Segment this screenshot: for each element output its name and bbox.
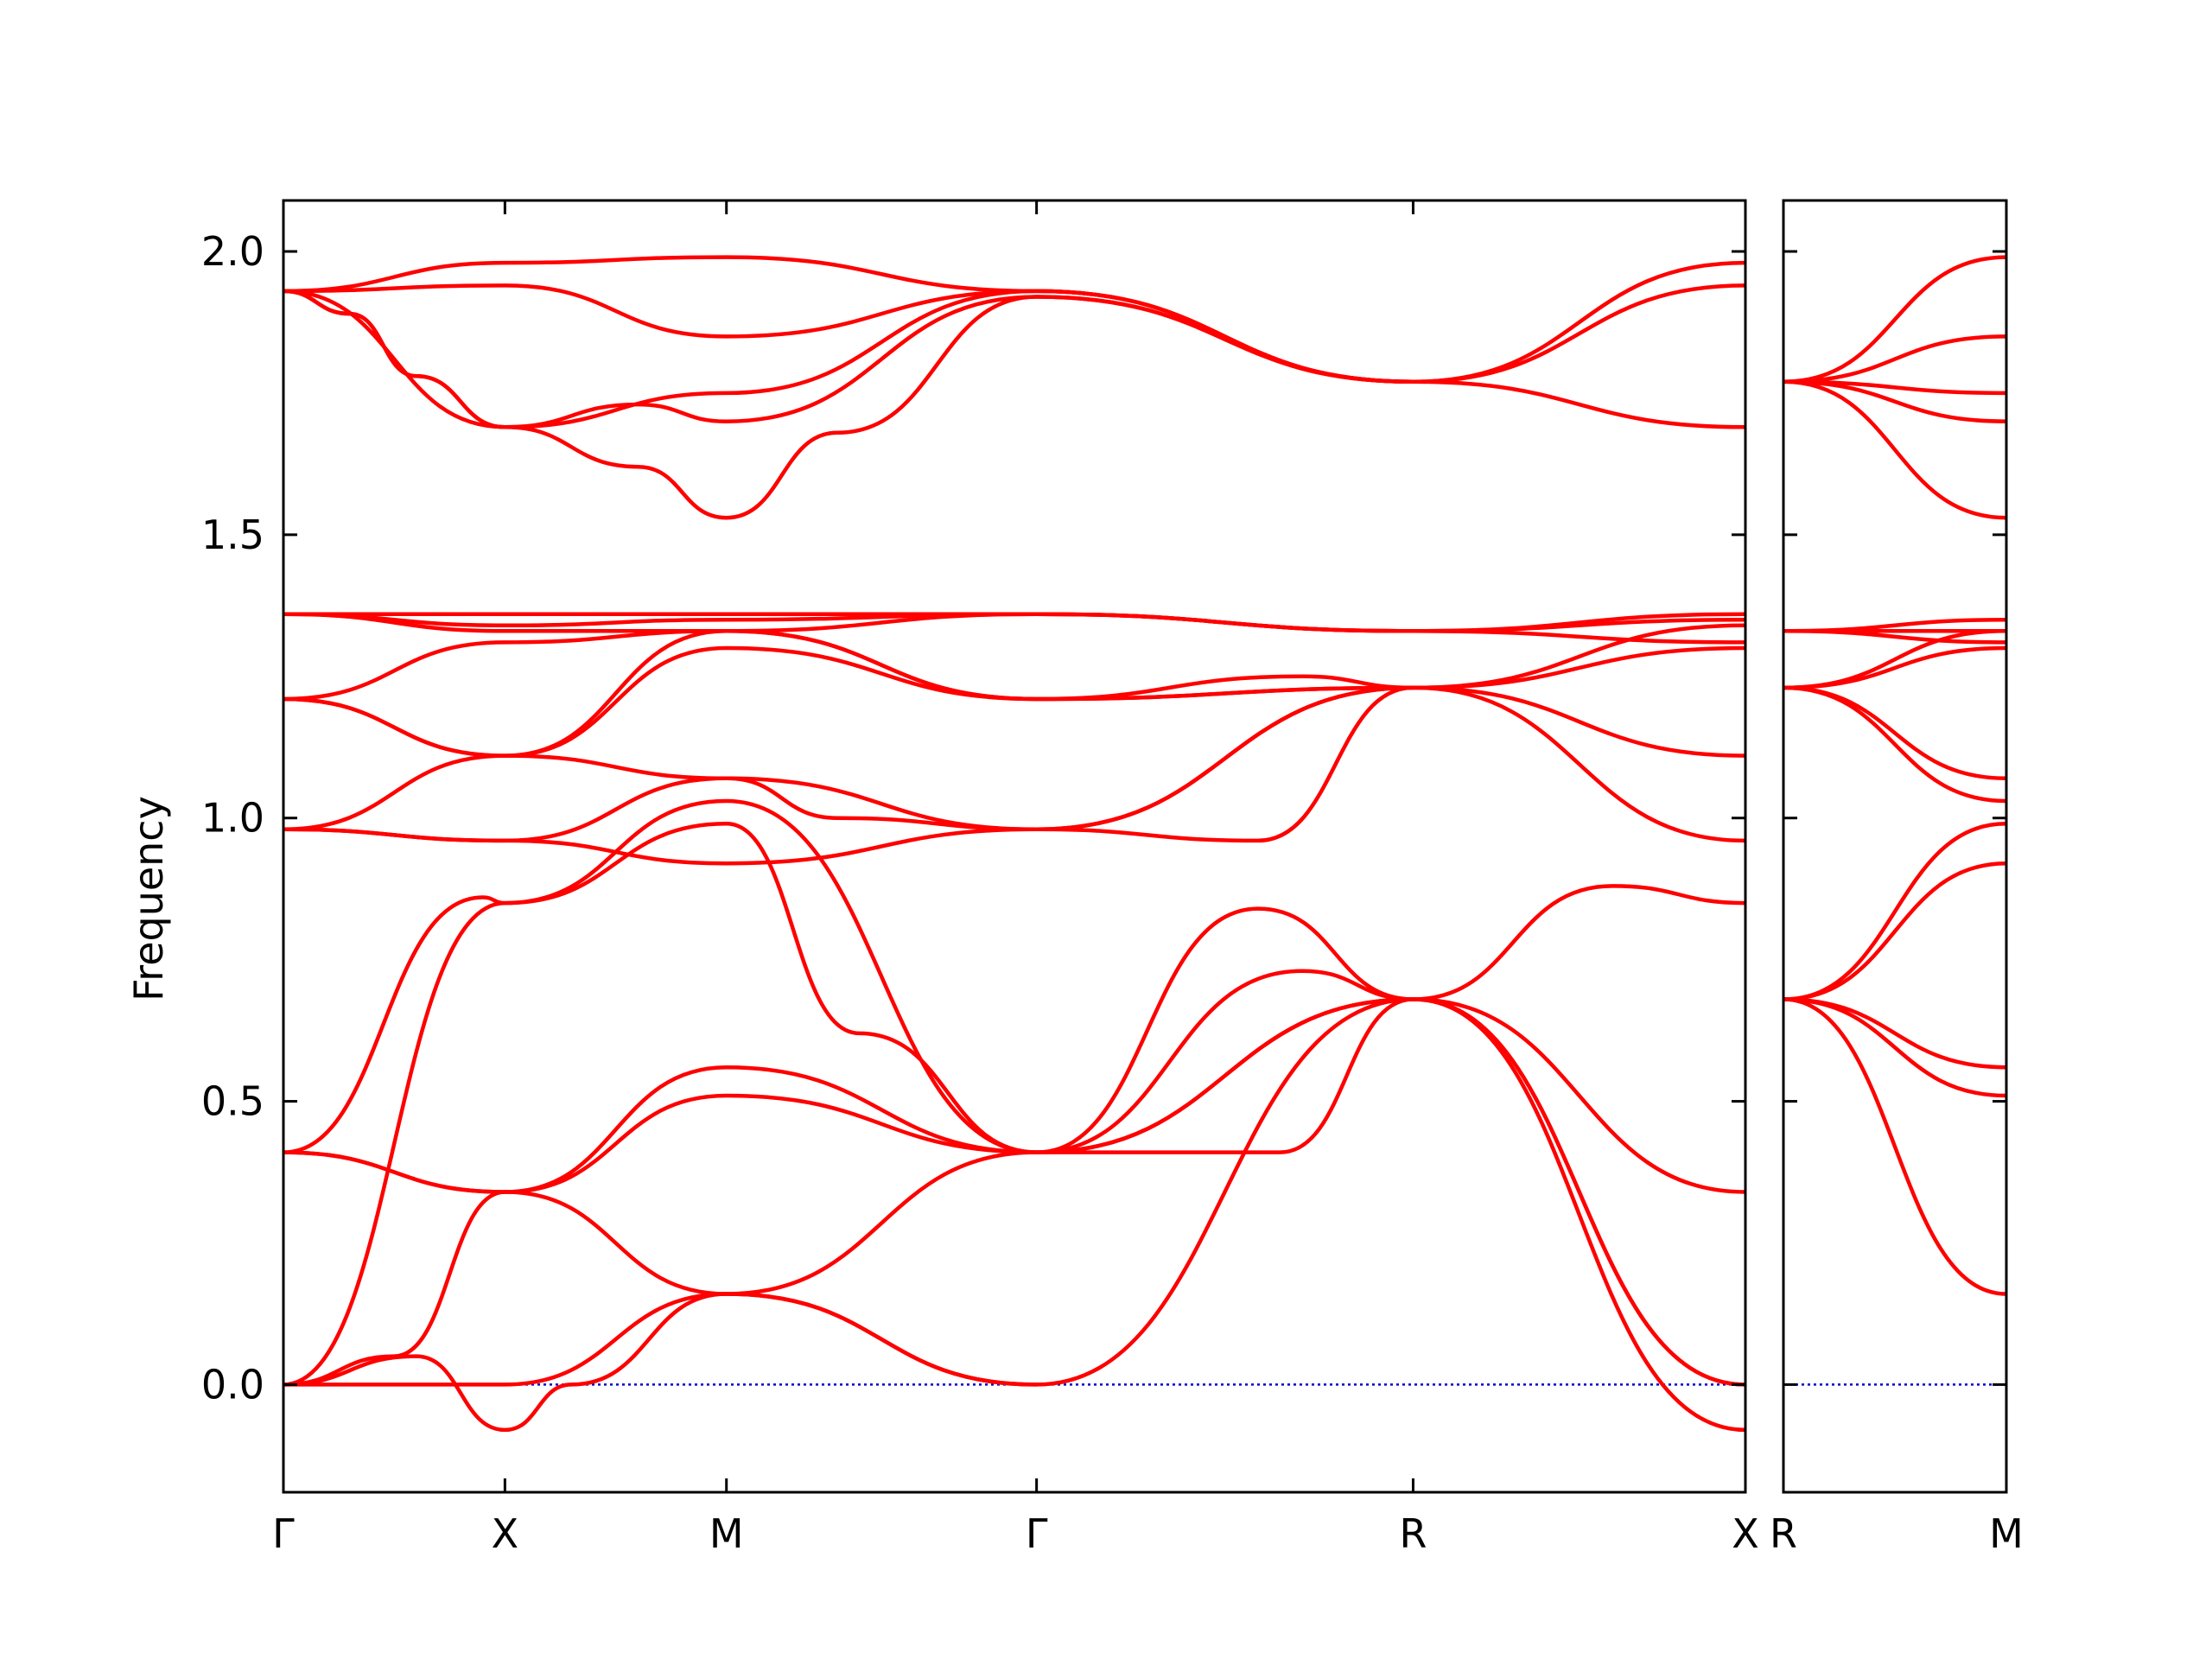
x-tick-label: R	[1770, 1510, 1797, 1557]
y-tick-label: 0.0	[201, 1361, 264, 1408]
band-line-0-4	[283, 289, 1415, 520]
band-line-1-8	[1783, 629, 2006, 690]
band-line-0-8	[283, 623, 1745, 702]
band-line-0-1	[283, 283, 1745, 385]
band-line-0-10	[283, 645, 1745, 843]
band-line-1-4	[1783, 379, 2006, 520]
band-line-0-9	[283, 629, 1745, 758]
band-line-1-0	[1783, 255, 2006, 385]
band-line-0-2	[283, 289, 1745, 429]
y-axis-label: Frequency	[125, 796, 172, 1001]
band-line-0-20	[283, 997, 1415, 1387]
band-line-0-13	[283, 685, 1415, 866]
band-line-0-7	[283, 612, 1745, 645]
band-line-0-18	[283, 997, 1745, 1433]
band-line-1-16	[1783, 997, 2006, 1296]
y-tick-label: 0.5	[201, 1078, 264, 1125]
band-line-0-14	[283, 822, 1745, 1154]
x-tick-label: X	[492, 1510, 519, 1557]
x-tick-label: R	[1399, 1510, 1427, 1557]
band-line-1-9	[1783, 645, 2006, 690]
band-line-1-15	[1783, 997, 2006, 1098]
band-line-1-3	[1783, 379, 2006, 423]
x-tick-label: M	[1989, 1510, 2024, 1557]
x-tick-label: X	[1732, 1510, 1759, 1557]
x-tick-label: Γ	[272, 1510, 295, 1557]
band-line-0-6	[283, 612, 1745, 633]
band-line-1-11	[1783, 685, 2006, 804]
band-line-1-1	[1783, 334, 2006, 385]
axes-frame	[1782, 199, 2008, 1494]
panel-main: 0.0 0.5 1.0 1.5 2.0 Γ X M Γ R X	[201, 199, 1759, 1557]
y-tick-label: 1.0	[201, 795, 264, 842]
band-line-0-0	[283, 255, 1745, 385]
band-line-0-11	[283, 645, 1745, 832]
band-line-1-10	[1783, 685, 2006, 781]
x-tick-label: M	[709, 1510, 744, 1557]
x-tick-label: Γ	[1026, 1510, 1048, 1557]
band-line-1-12	[1783, 822, 2006, 1001]
band-line-0-3	[283, 289, 1415, 429]
band-line-0-19	[283, 1190, 1039, 1387]
band-line-0-17	[283, 997, 1745, 1387]
y-tick-label: 1.5	[201, 512, 264, 558]
axes-frame	[282, 199, 1747, 1494]
band-line-1-7	[1783, 629, 2006, 645]
band-line-1-13	[1783, 861, 2006, 1001]
y-tick-label: 2.0	[201, 228, 264, 275]
